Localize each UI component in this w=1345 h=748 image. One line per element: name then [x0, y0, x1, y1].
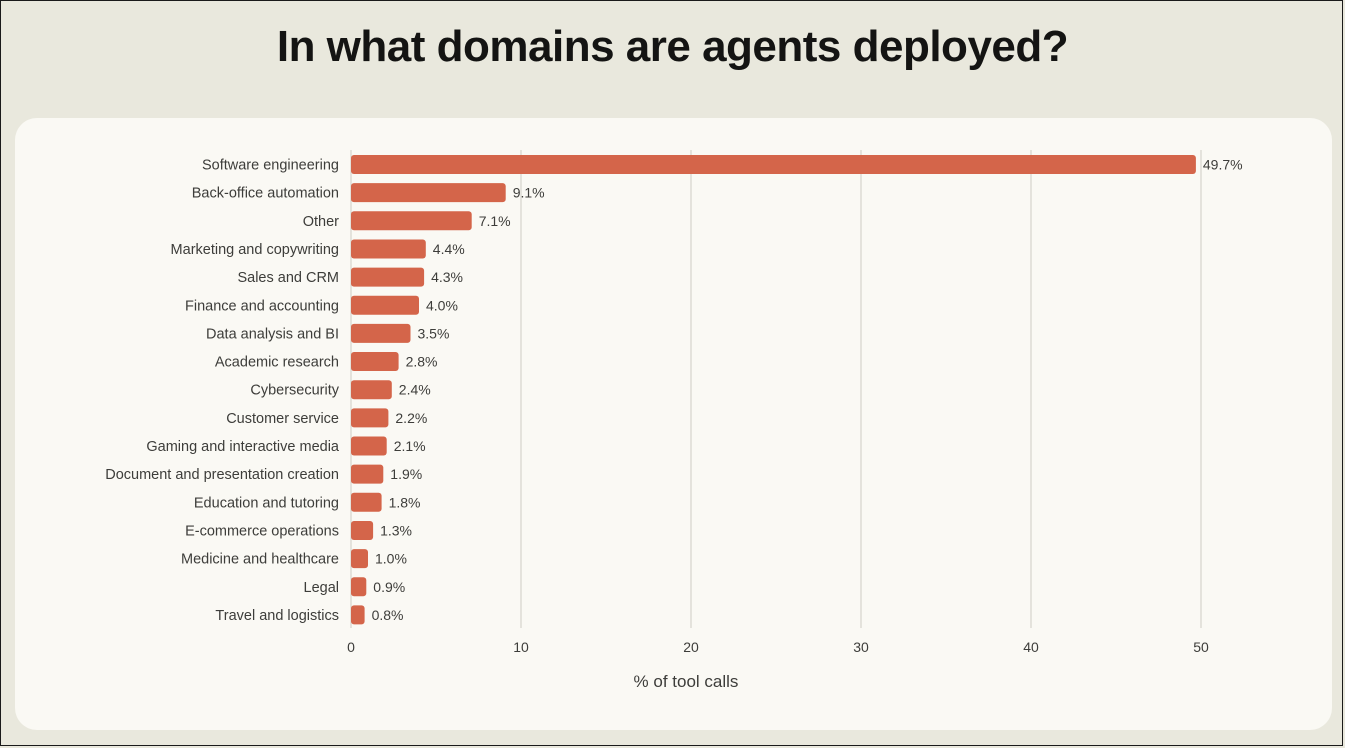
x-tick-label: 30	[853, 639, 869, 655]
category-label: Back-office automation	[192, 186, 339, 202]
bar	[351, 295, 419, 315]
bar	[351, 323, 411, 343]
page-title: In what domains are agents deployed?	[276, 22, 1069, 71]
data-label: 49.7%	[1203, 157, 1243, 173]
data-label: 4.4%	[433, 241, 465, 257]
data-label: 2.2%	[395, 410, 427, 426]
x-tick-label: 10	[513, 639, 529, 655]
bar	[351, 183, 506, 203]
data-label: 9.1%	[513, 185, 545, 201]
category-label: Gaming and interactive media	[146, 439, 340, 455]
data-label: 1.0%	[375, 551, 407, 567]
bar	[351, 436, 387, 456]
category-label: Finance and accounting	[185, 298, 339, 314]
category-label: Travel and logistics	[215, 608, 339, 624]
data-label: 0.9%	[373, 579, 405, 595]
category-label: Legal	[304, 580, 339, 596]
category-label: Data analysis and BI	[206, 326, 339, 342]
data-label: 3.5%	[418, 325, 450, 341]
data-label: 2.8%	[406, 354, 438, 370]
x-tick-label: 50	[1193, 639, 1209, 655]
category-label: Document and presentation creation	[105, 467, 339, 483]
data-label: 2.1%	[394, 438, 426, 454]
category-label: Software engineering	[202, 158, 339, 174]
x-axis-title: % of tool calls	[634, 672, 739, 691]
data-label: 1.3%	[380, 522, 412, 538]
chart-card: Software engineering 49.7% Back-office aut…	[15, 118, 1332, 730]
category-label: Sales and CRM	[237, 270, 339, 286]
bar	[351, 239, 426, 259]
x-tick-label: 40	[1023, 639, 1039, 655]
bar	[351, 380, 392, 400]
bar	[351, 492, 382, 512]
data-label: 1.9%	[390, 466, 422, 482]
bar	[351, 577, 367, 597]
category-label: Other	[303, 214, 339, 230]
bar	[351, 267, 425, 287]
data-label: 2.4%	[399, 382, 431, 398]
bar	[351, 352, 399, 372]
x-tick-label: 0	[347, 639, 355, 655]
data-label: 0.8%	[372, 607, 404, 623]
category-label: Cybersecurity	[250, 383, 339, 399]
category-label: Customer service	[226, 411, 339, 427]
category-label: Education and tutoring	[194, 495, 339, 511]
x-tick-label: 20	[683, 639, 699, 655]
bar	[351, 605, 365, 625]
bar	[351, 408, 389, 428]
data-label: 4.0%	[426, 297, 458, 313]
data-label: 4.3%	[431, 269, 463, 285]
data-label: 7.1%	[479, 213, 511, 229]
category-label: E-commerce operations	[185, 523, 339, 539]
category-label: Medicine and healthcare	[181, 552, 339, 568]
bar	[351, 464, 384, 484]
bar	[351, 155, 1196, 174]
bar-chart: Software engineering 49.7% Back-office aut…	[105, 150, 1243, 691]
bar	[351, 549, 368, 569]
category-label: Academic research	[215, 355, 339, 371]
bar	[351, 211, 472, 231]
data-label: 1.8%	[389, 494, 421, 510]
category-label: Marketing and copywriting	[171, 242, 339, 258]
bar	[351, 520, 374, 540]
